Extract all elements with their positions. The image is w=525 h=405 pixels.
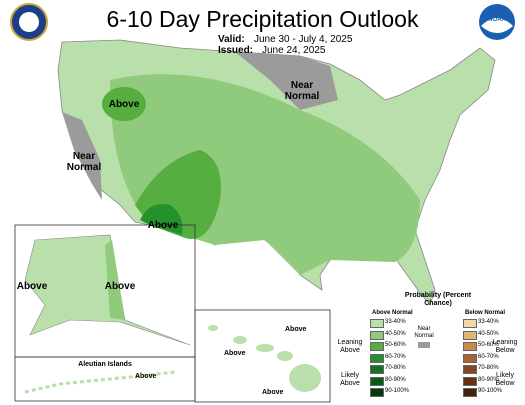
- legend-range: 40-50%: [385, 330, 406, 337]
- hawaii-inset: [194, 309, 331, 403]
- title: 6-10 Day Precipitation Outlook: [106, 6, 419, 32]
- legend-swatch: [463, 353, 477, 363]
- legend-group: Likely Above: [340, 372, 360, 387]
- map-label: Above: [16, 281, 48, 292]
- legend-swatch: [463, 376, 477, 386]
- island: [277, 351, 293, 361]
- legend-range: 70-80%: [385, 365, 406, 371]
- legend-header: Below Normal: [465, 310, 506, 316]
- noaa-text: NOAA: [488, 17, 506, 23]
- valid-dates: June 30 - July 4, 2025: [254, 34, 353, 45]
- issued-label: Issued:: [218, 45, 254, 56]
- legend-swatch: [463, 319, 477, 328]
- legend-title: Probability (Percent Chance): [404, 292, 472, 307]
- region-near-normal: [235, 52, 338, 110]
- map-label: Above: [285, 326, 307, 333]
- legend-swatch: [370, 388, 384, 397]
- legend-swatch: [370, 365, 384, 374]
- legend-header: Above Normal: [372, 310, 413, 316]
- legend-swatch: [463, 330, 477, 340]
- legend-range: 80-90%: [385, 376, 406, 383]
- legend-range: 60-70%: [385, 353, 406, 360]
- legend-swatch: [463, 342, 477, 351]
- legend-group: Leaning Above: [337, 339, 363, 354]
- map-label: Above: [135, 373, 157, 380]
- legend-range: 33-40%: [385, 319, 406, 325]
- legend-swatch: [370, 319, 384, 328]
- legend-swatch: [370, 376, 384, 386]
- island: [256, 344, 274, 352]
- island: [289, 364, 321, 392]
- legend-group: Leaning Below: [492, 339, 518, 354]
- map-label: Above: [262, 389, 284, 396]
- legend-swatch: [370, 330, 384, 340]
- map-label: Above: [104, 281, 136, 292]
- map-label: Above: [108, 99, 140, 110]
- alaska-40-50: [105, 240, 125, 320]
- legend-range: 40-50%: [478, 330, 499, 337]
- valid-label: Valid:: [218, 34, 245, 45]
- doc-seal-center: [19, 12, 39, 32]
- island: [208, 325, 218, 331]
- legend-range: 90-100%: [478, 388, 503, 394]
- legend-swatch: [463, 365, 477, 374]
- map-label: Above: [147, 220, 179, 231]
- legend-range: 70-80%: [478, 365, 499, 371]
- legend-group: Likely Below: [495, 372, 515, 387]
- legend-range: 60-70%: [478, 353, 499, 360]
- legend-swatch: [418, 342, 430, 348]
- legend-range: 50-60%: [385, 342, 406, 348]
- legend-range: 50-60%: [478, 342, 499, 348]
- issued-date: June 24, 2025: [262, 45, 326, 56]
- map-label: Near Normal: [66, 151, 102, 173]
- region-50-60: [102, 87, 146, 121]
- noaa-bird: [481, 18, 513, 33]
- legend-range: 80-90%: [478, 376, 499, 383]
- region-near-normal: [62, 112, 102, 200]
- legend-swatch: [463, 388, 477, 397]
- legend-swatch: [370, 342, 384, 351]
- island: [233, 336, 247, 344]
- legend-range: 33-40%: [478, 319, 499, 325]
- inset-title: Aleutian Islands: [78, 361, 132, 368]
- aleutian-islands: [24, 370, 176, 394]
- legend-group: Near Normal: [414, 326, 434, 339]
- region-60-70: [140, 204, 183, 235]
- legend-swatch: [370, 353, 384, 363]
- map-label: Above: [224, 350, 246, 357]
- legend-range: 90-100%: [385, 388, 410, 394]
- map-label: Near Normal: [284, 80, 320, 102]
